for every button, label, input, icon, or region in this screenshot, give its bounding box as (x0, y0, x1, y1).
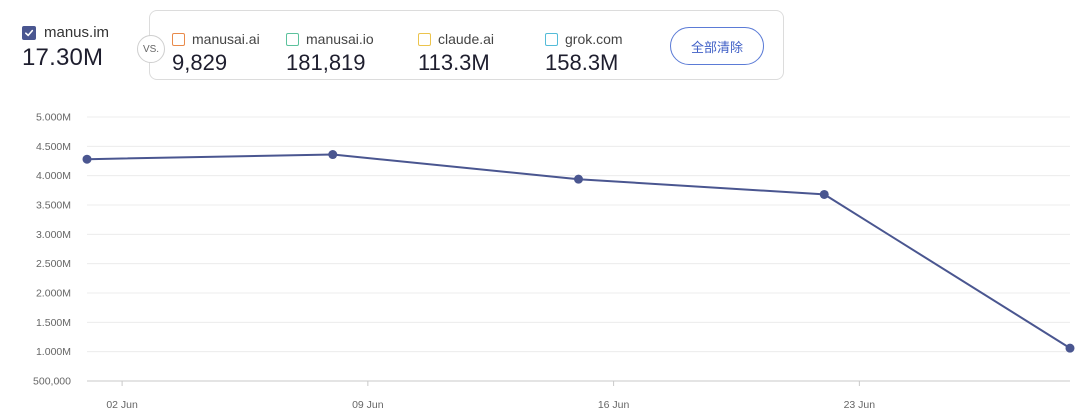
y-tick-label: 3.500M (36, 200, 71, 212)
comparison-checkbox[interactable] (286, 32, 299, 46)
axes: 5.000M 4.500M 4.000M 3.500M 3.000M 2.500M 2.00… (33, 112, 1070, 411)
y-tick-label: 1.500M (36, 317, 71, 329)
primary-site-name: manus.im (44, 24, 110, 41)
x-tick-label: 09 Jun (352, 399, 384, 411)
y-tick-label: 500,000 (33, 376, 71, 388)
comparison-site-name: manusai.io (306, 31, 374, 47)
data-point (574, 174, 583, 184)
data-point (819, 189, 829, 199)
y-tick-label: 1.000M (36, 346, 71, 358)
y-tick-label: 5.000M (36, 112, 71, 124)
x-tick-label: 02 Jun (106, 399, 138, 411)
data-point (82, 154, 92, 164)
comparison-site: claude.ai 113.3M (418, 31, 494, 76)
comparison-site-name: grok.com (565, 31, 623, 47)
comparison-panel: manusai.ai 9,829 manusai.io 181,819 clau… (149, 10, 784, 80)
y-tick-label: 4.000M (36, 170, 71, 182)
comparison-site-name: claude.ai (438, 31, 495, 47)
series-manus-im (82, 150, 1075, 353)
primary-checkbox[interactable] (22, 25, 36, 40)
grid-lines (87, 116, 1070, 353)
comparison-checkbox[interactable] (545, 32, 558, 46)
primary-site-value: 17.30M (22, 44, 104, 71)
comparison-site: manusai.ai 9,829 (172, 31, 260, 76)
data-point (1065, 343, 1075, 353)
comparison-site: grok.com 158.3M (545, 31, 623, 76)
clear-all-button[interactable]: 全部清除 (670, 27, 764, 65)
comparison-site-value: 181,819 (286, 50, 366, 75)
comparison-site: manusai.io 181,819 (286, 31, 374, 76)
primary-site: manus.im 17.30M (22, 24, 109, 72)
comparison-site-value: 113.3M (418, 50, 490, 75)
y-tick-label: 2.000M (36, 288, 71, 300)
x-tick-label: 23 Jun (844, 399, 876, 411)
data-point (328, 150, 338, 160)
y-tick-label: 4.500M (36, 141, 71, 153)
comparison-site-name: manusai.ai (192, 31, 260, 47)
checkmark-icon (24, 29, 34, 36)
x-tick-label: 16 Jun (598, 399, 630, 411)
vs-badge: VS. (137, 35, 165, 63)
y-tick-label: 3.000M (36, 229, 71, 241)
comparison-site-value: 158.3M (545, 50, 619, 75)
comparison-checkbox[interactable] (172, 32, 185, 46)
comparison-checkbox[interactable] (418, 32, 431, 46)
y-tick-label: 2.500M (36, 258, 71, 270)
comparison-site-value: 9,829 (172, 50, 228, 75)
